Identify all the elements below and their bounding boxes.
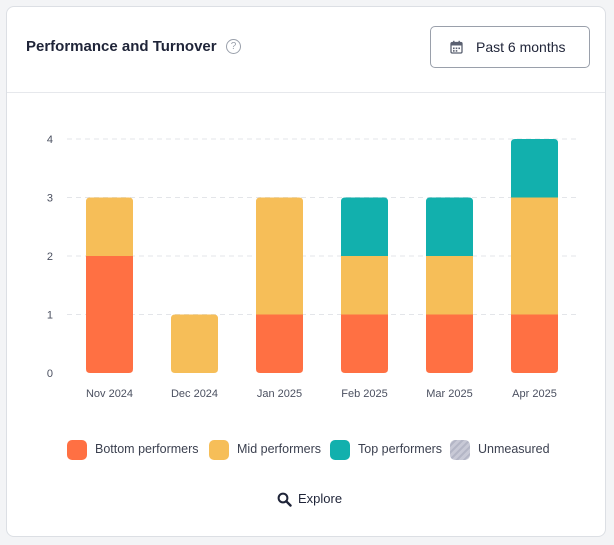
bar-segment-top <box>511 139 558 198</box>
bar-segment-bottom <box>256 314 303 373</box>
x-tick-label: Mar 2025 <box>426 388 472 400</box>
legend-label-unmeasured: Unmeasured <box>478 442 550 456</box>
bar-segment-mid <box>341 256 388 315</box>
x-tick-label: Feb 2025 <box>341 388 387 400</box>
x-tick-label: Nov 2024 <box>86 388 133 400</box>
legend-label-mid: Mid performers <box>237 442 322 456</box>
calendar-icon <box>450 40 463 54</box>
y-tick-label: 0 <box>47 368 53 380</box>
x-tick-label: Apr 2025 <box>512 388 557 400</box>
bar-segment-mid <box>86 197 133 256</box>
card-title: Performance and Turnover <box>26 38 217 55</box>
bar-segment-mid <box>171 314 218 373</box>
legend-swatch-unmeasured <box>450 440 470 460</box>
y-tick-label: 1 <box>47 310 53 322</box>
bar-segment-mid <box>426 256 473 315</box>
bar-segment-mid <box>511 197 558 315</box>
y-tick-label: 3 <box>47 193 53 205</box>
bar-segment-top <box>341 197 388 256</box>
date-range-label: Past 6 months <box>476 39 566 55</box>
card-header: Performance and Turnover ? Past 6 months <box>7 7 605 93</box>
legend-swatch-bottom <box>67 440 87 460</box>
date-range-button[interactable]: Past 6 months <box>430 26 590 68</box>
legend-swatch-mid <box>209 440 229 460</box>
bar-segment-bottom <box>511 314 558 373</box>
x-tick-label: Jan 2025 <box>257 388 302 400</box>
y-tick-label: 4 <box>47 134 53 146</box>
explore-label: Explore <box>298 491 343 506</box>
bar-segment-bottom <box>341 314 388 373</box>
bar-segment-bottom <box>426 314 473 373</box>
performance-turnover-card: Performance and Turnover ? Past 6 months… <box>6 6 606 537</box>
legend-swatch-top <box>330 440 350 460</box>
bar-segment-mid <box>256 197 303 315</box>
stacked-bar-chart: 0 1 2 3 4 Nov 2024 Dec 2024 Jan 2025 Feb 2025 Mar… <box>47 134 577 400</box>
legend-label-top: Top performers <box>358 442 443 456</box>
help-icon[interactable]: ? <box>226 39 241 54</box>
x-tick-label: Dec 2024 <box>171 388 218 400</box>
search-icon <box>277 492 292 507</box>
y-tick-label: 2 <box>47 251 53 263</box>
legend-label-bottom: Bottom performers <box>95 442 199 456</box>
bar-segment-top <box>426 197 473 256</box>
bar-segment-bottom <box>86 256 133 373</box>
